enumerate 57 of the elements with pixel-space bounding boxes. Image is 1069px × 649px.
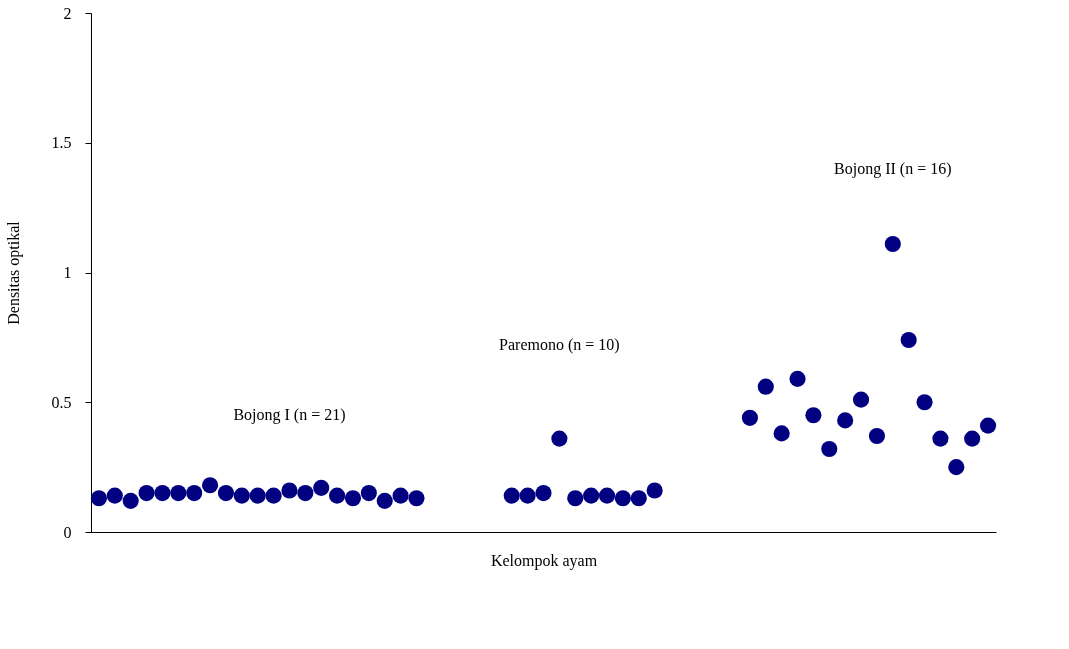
point	[598, 487, 616, 504]
point	[519, 487, 536, 504]
point	[138, 485, 155, 502]
point	[329, 487, 346, 504]
annotation: Paremono (n = 10)	[499, 336, 620, 355]
point	[154, 485, 171, 502]
point	[884, 235, 901, 252]
point	[980, 417, 997, 434]
point	[646, 482, 663, 499]
point	[503, 487, 520, 504]
point	[90, 490, 107, 507]
point	[868, 427, 885, 445]
point	[170, 485, 187, 502]
point	[122, 492, 139, 509]
x-axis-title: Kelompok ayam	[490, 551, 598, 570]
point	[297, 485, 314, 502]
point	[630, 490, 647, 507]
y-tick-label: 0	[63, 523, 72, 541]
point	[948, 459, 965, 476]
annotation: Bojong I (n = 21)	[233, 406, 346, 425]
point	[535, 485, 552, 502]
y-axis-title: Densitas optikal	[4, 220, 23, 325]
point	[551, 430, 568, 447]
point	[313, 479, 330, 496]
y-tick-label: 0.5	[51, 393, 72, 411]
y-tick-label: 2	[63, 4, 72, 22]
point	[217, 485, 235, 502]
point	[360, 485, 377, 502]
point	[900, 331, 917, 349]
point	[583, 487, 600, 504]
point	[281, 482, 298, 499]
point	[567, 490, 584, 507]
point	[837, 412, 854, 429]
point	[376, 492, 393, 509]
point	[852, 391, 870, 408]
point	[821, 440, 838, 458]
point	[964, 430, 981, 447]
point	[757, 378, 774, 395]
point	[805, 407, 822, 424]
point	[741, 409, 758, 426]
point	[186, 485, 203, 502]
point	[202, 477, 219, 494]
point	[408, 490, 425, 507]
annotation: Bojong II (n = 16)	[834, 159, 952, 178]
point	[265, 487, 282, 504]
point	[932, 430, 949, 447]
point	[773, 425, 790, 442]
point	[106, 487, 123, 504]
point	[233, 487, 250, 504]
y-tick-label: 1.5	[51, 134, 72, 152]
point	[614, 490, 631, 507]
point	[916, 394, 933, 411]
point	[789, 370, 806, 387]
point	[344, 490, 362, 507]
y-tick-label: 1	[63, 264, 72, 281]
point	[249, 487, 266, 504]
point	[392, 487, 409, 504]
